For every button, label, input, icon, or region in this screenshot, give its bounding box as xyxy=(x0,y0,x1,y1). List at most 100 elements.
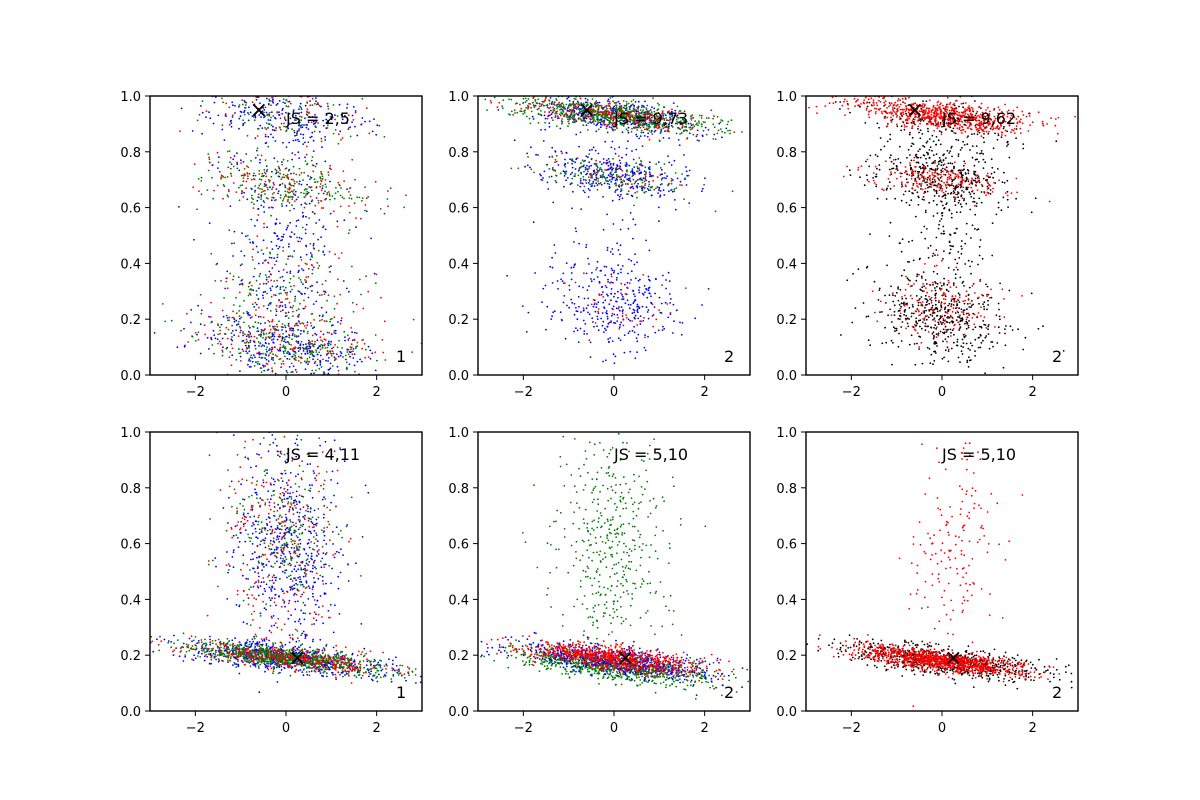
data-point xyxy=(618,326,621,328)
data-point xyxy=(247,112,249,114)
data-point xyxy=(580,311,582,313)
data-point xyxy=(360,293,362,296)
data-point xyxy=(300,340,303,343)
data-point xyxy=(646,116,649,118)
data-point xyxy=(551,315,553,318)
data-point xyxy=(640,131,643,134)
data-point xyxy=(642,186,645,189)
data-point xyxy=(670,164,673,166)
data-point xyxy=(653,126,656,129)
data-point xyxy=(261,294,264,297)
data-point xyxy=(1034,197,1037,200)
data-point xyxy=(313,178,316,181)
data-point xyxy=(322,358,324,361)
data-point xyxy=(278,245,281,248)
data-point xyxy=(561,122,563,125)
data-point xyxy=(564,166,567,168)
data-point xyxy=(263,226,265,229)
data-point xyxy=(247,341,250,344)
data-point xyxy=(609,115,612,118)
data-point xyxy=(563,114,566,117)
data-point xyxy=(339,351,342,353)
data-point xyxy=(617,107,620,110)
data-point xyxy=(997,302,1000,305)
data-point xyxy=(583,108,586,111)
data-point xyxy=(270,358,273,360)
data-point xyxy=(578,285,581,288)
data-point xyxy=(293,180,296,183)
data-point xyxy=(554,252,557,254)
data-point xyxy=(277,247,280,250)
data-point xyxy=(888,181,891,184)
data-point xyxy=(291,128,293,131)
data-point xyxy=(626,170,628,173)
data-point xyxy=(222,197,224,200)
data-point xyxy=(655,163,658,166)
data-point xyxy=(897,345,900,348)
data-point xyxy=(197,331,200,334)
data-point xyxy=(532,221,535,224)
data-point xyxy=(594,120,597,123)
data-point xyxy=(255,279,258,282)
data-point xyxy=(233,155,236,157)
data-point xyxy=(273,199,276,202)
data-point xyxy=(620,111,623,113)
data-point xyxy=(262,206,265,208)
data-point xyxy=(575,327,577,329)
data-point xyxy=(561,106,564,109)
data-point xyxy=(284,306,287,309)
data-point xyxy=(312,150,315,153)
data-point xyxy=(944,314,946,317)
data-point xyxy=(260,175,263,178)
data-point xyxy=(270,199,273,202)
data-point xyxy=(263,201,266,204)
data-point xyxy=(324,279,327,282)
data-point xyxy=(609,172,612,175)
data-point xyxy=(294,139,297,142)
data-point xyxy=(632,187,635,190)
data-point xyxy=(324,347,327,349)
data-point xyxy=(574,281,577,284)
data-point xyxy=(605,310,608,312)
data-point xyxy=(630,104,633,107)
data-point xyxy=(506,274,508,277)
data-point xyxy=(645,118,647,120)
data-point xyxy=(546,117,549,120)
data-point xyxy=(604,299,607,302)
data-point xyxy=(891,118,894,121)
data-point xyxy=(238,199,241,202)
data-point xyxy=(605,266,608,268)
data-point xyxy=(604,359,607,362)
data-point xyxy=(324,139,327,141)
data-point xyxy=(640,163,642,165)
data-point xyxy=(965,233,968,235)
data-point xyxy=(590,115,592,118)
data-point xyxy=(496,106,499,109)
data-point xyxy=(619,162,622,164)
data-point xyxy=(660,128,663,131)
data-point xyxy=(642,274,645,276)
data-point xyxy=(249,339,252,342)
data-point xyxy=(677,127,680,129)
data-point xyxy=(248,113,250,116)
data-point xyxy=(972,179,975,182)
data-point xyxy=(250,218,253,221)
data-point xyxy=(230,122,233,124)
data-point xyxy=(351,114,354,117)
data-point xyxy=(597,310,599,313)
data-point xyxy=(268,270,271,273)
data-point xyxy=(580,172,583,175)
data-point xyxy=(637,119,639,122)
data-point xyxy=(613,148,616,150)
data-point xyxy=(630,194,633,197)
data-point xyxy=(275,218,278,221)
data-point xyxy=(239,327,242,329)
data-point xyxy=(254,113,256,116)
data-point xyxy=(618,114,621,117)
data-point xyxy=(230,125,233,128)
data-point xyxy=(675,118,678,121)
data-point xyxy=(260,331,263,333)
data-point xyxy=(244,104,247,106)
data-point xyxy=(245,235,247,238)
data-point xyxy=(610,314,613,317)
